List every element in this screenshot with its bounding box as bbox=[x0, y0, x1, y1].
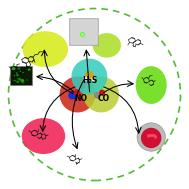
Ellipse shape bbox=[22, 118, 65, 154]
Circle shape bbox=[83, 77, 88, 81]
Ellipse shape bbox=[22, 72, 24, 73]
Ellipse shape bbox=[12, 67, 15, 70]
Circle shape bbox=[68, 91, 77, 100]
Circle shape bbox=[71, 59, 107, 94]
Ellipse shape bbox=[17, 68, 21, 70]
Ellipse shape bbox=[16, 74, 19, 76]
Ellipse shape bbox=[136, 66, 167, 104]
Circle shape bbox=[91, 77, 96, 81]
Text: NO: NO bbox=[74, 94, 87, 103]
Circle shape bbox=[74, 89, 81, 96]
Ellipse shape bbox=[22, 80, 24, 82]
Text: CO: CO bbox=[98, 94, 110, 103]
Circle shape bbox=[85, 71, 94, 80]
Circle shape bbox=[94, 92, 101, 99]
Bar bbox=[10, 66, 32, 85]
Bar bbox=[69, 18, 98, 45]
Ellipse shape bbox=[26, 79, 28, 81]
Ellipse shape bbox=[13, 80, 15, 81]
Ellipse shape bbox=[14, 80, 16, 81]
Ellipse shape bbox=[16, 74, 18, 76]
Ellipse shape bbox=[21, 81, 25, 84]
Circle shape bbox=[60, 77, 95, 112]
Ellipse shape bbox=[17, 78, 21, 80]
Circle shape bbox=[137, 123, 165, 151]
Circle shape bbox=[99, 90, 105, 96]
Ellipse shape bbox=[16, 72, 18, 74]
Ellipse shape bbox=[19, 70, 22, 72]
Ellipse shape bbox=[23, 31, 68, 67]
Text: H₂S: H₂S bbox=[82, 76, 97, 85]
Ellipse shape bbox=[14, 75, 15, 76]
Ellipse shape bbox=[16, 81, 19, 83]
Ellipse shape bbox=[28, 69, 31, 71]
Circle shape bbox=[83, 77, 119, 112]
Circle shape bbox=[141, 128, 161, 148]
Ellipse shape bbox=[20, 79, 24, 82]
Ellipse shape bbox=[11, 67, 15, 70]
Ellipse shape bbox=[93, 33, 121, 58]
